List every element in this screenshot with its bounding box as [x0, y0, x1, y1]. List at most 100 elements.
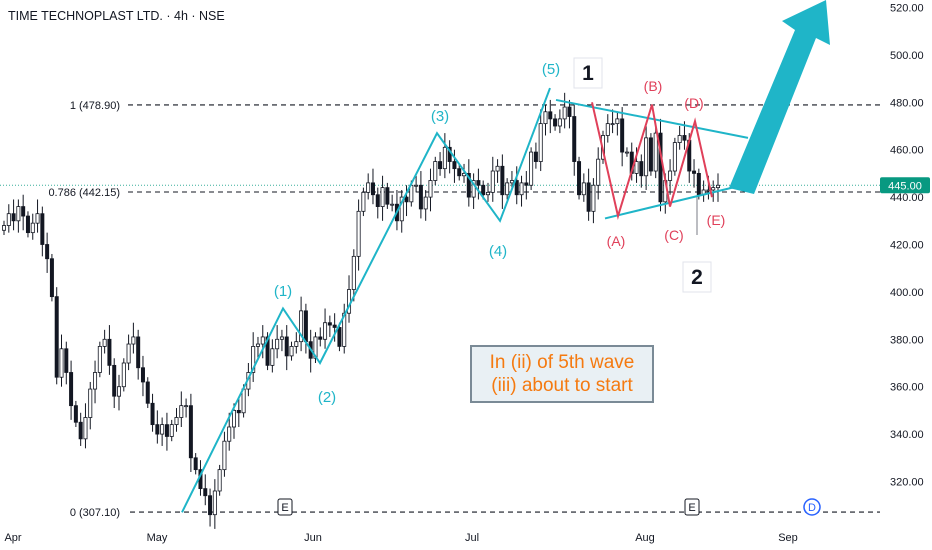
candle-body	[117, 386, 122, 397]
candle-body	[452, 161, 457, 170]
candle-body	[624, 151, 629, 154]
candle-body	[313, 336, 318, 359]
price-tick-label: 380.00	[890, 334, 924, 346]
fib-level-label: 1 (478.90)	[70, 100, 120, 112]
candle-body	[716, 184, 721, 189]
candle-body	[107, 338, 112, 366]
candle-body	[553, 118, 558, 127]
time-tick-label: Jun	[304, 532, 322, 544]
candle-body	[605, 123, 610, 136]
candle-body	[265, 336, 270, 366]
wave-label-teal: (1)	[274, 283, 292, 300]
candle-body	[112, 364, 117, 397]
wave-label-major: 1	[582, 62, 594, 85]
candle-body	[64, 348, 69, 373]
candle-body	[6, 213, 11, 226]
corrective-wave-line	[591, 102, 713, 220]
fib-level-label: 0 (307.10)	[70, 507, 120, 519]
wave-label-teal: (2)	[318, 389, 336, 406]
candle-body	[184, 405, 189, 408]
price-tick-label: 440.00	[890, 192, 924, 204]
candle-body	[481, 184, 486, 196]
candle-body	[337, 327, 342, 347]
candle-body	[21, 206, 26, 217]
earnings-marker	[684, 498, 700, 516]
candle-body	[495, 165, 500, 172]
candle-body	[711, 187, 716, 191]
candle-body	[255, 343, 260, 347]
candle-body	[222, 440, 227, 471]
projection-arrow	[729, 0, 830, 194]
candle-body	[174, 417, 179, 426]
candle-body	[279, 336, 284, 340]
candle-body	[327, 322, 332, 326]
candle-body	[136, 336, 141, 369]
price-tick-label: 400.00	[890, 287, 924, 299]
candle-body	[164, 424, 169, 437]
candle-body	[40, 213, 45, 245]
time-axis: Apr May Jun Jul Aug Sep	[4, 532, 797, 544]
candle-body	[610, 123, 615, 126]
triangle-upper-line	[555, 98, 749, 139]
candle-body	[35, 213, 40, 224]
candle-body	[677, 135, 682, 143]
chart-title: TIME TECHNOPLAST LTD. · 4h · NSE	[8, 9, 225, 23]
candle-body	[514, 180, 519, 196]
candle-body	[208, 495, 213, 516]
candle-body	[375, 194, 380, 207]
candle-body	[270, 348, 275, 366]
price-tick-label: 340.00	[890, 429, 924, 441]
price-tick-label: 520.00	[890, 3, 924, 15]
annotation-line-2: (iii) about to start	[491, 375, 633, 396]
candle-body	[203, 488, 208, 497]
candle-body	[692, 170, 697, 174]
candle-body	[538, 123, 543, 162]
price-tick-label: 360.00	[890, 382, 924, 394]
annotation-note: In (ii) of 5th wave (iii) about to start	[470, 345, 654, 403]
candlestick-series	[2, 92, 721, 529]
candle-body	[644, 137, 649, 177]
candle-body	[78, 421, 83, 440]
current-price-label: 445.00	[888, 180, 922, 192]
candle-body	[509, 180, 514, 184]
candle-body	[294, 341, 299, 347]
candle-body	[567, 106, 572, 117]
time-tick-label: Aug	[635, 532, 655, 544]
candle-body	[73, 405, 78, 423]
candle-body	[370, 182, 375, 196]
wave-label-red: (E)	[707, 212, 726, 228]
candle-body	[16, 206, 21, 222]
major-wave-badge	[682, 261, 712, 293]
event-marker-label: E	[281, 502, 288, 514]
candle-body	[404, 196, 409, 203]
candle-body	[457, 168, 462, 177]
price-tick-label: 480.00	[890, 97, 924, 109]
candle-body	[438, 161, 443, 170]
price-tick-label: 460.00	[890, 145, 924, 157]
candle-body	[524, 182, 529, 186]
candle-body	[696, 172, 701, 196]
candle-body	[557, 118, 562, 127]
triangle-lower-line	[604, 181, 753, 220]
fib-level-label: 0.786 (442.15)	[48, 187, 120, 199]
candle-body	[88, 388, 93, 418]
candle-body	[653, 132, 658, 172]
candle-body	[529, 151, 534, 186]
price-tick-label: 320.00	[890, 477, 924, 489]
candle-body	[615, 118, 620, 125]
fibonacci-levels: 445.00 1 (478.90) 0.786 (442.15) 0 (307.10)	[0, 100, 930, 519]
candle-body	[332, 324, 337, 328]
candle-body	[303, 310, 308, 343]
candle-body	[2, 225, 7, 231]
wave-label-red: (C)	[664, 227, 683, 243]
candle-body	[366, 182, 371, 193]
candle-body	[390, 203, 395, 206]
candle-body	[490, 170, 495, 193]
elliott-wave-overlay	[181, 0, 830, 513]
candle-body	[188, 405, 193, 459]
candle-body	[25, 215, 30, 234]
candle-body	[160, 424, 165, 435]
candle-body	[672, 142, 677, 172]
candle-body	[69, 372, 74, 407]
